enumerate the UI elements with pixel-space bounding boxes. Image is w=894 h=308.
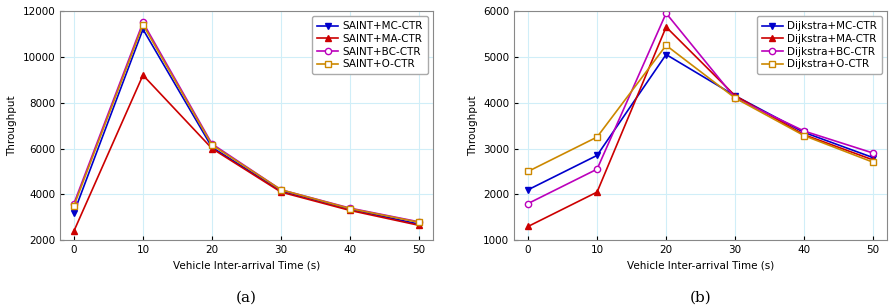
Line: SAINT+O-CTR: SAINT+O-CTR	[71, 22, 422, 225]
Dijkstra+BC-CTR	[661, 11, 671, 15]
Legend: SAINT+MC-CTR, SAINT+MA-CTR, SAINT+BC-CTR, SAINT+O-CTR: SAINT+MC-CTR, SAINT+MA-CTR, SAINT+BC-CTR…	[312, 16, 427, 74]
Dijkstra+O-CTR	[661, 43, 671, 47]
SAINT+MC-CTR	[345, 207, 356, 211]
Line: SAINT+BC-CTR: SAINT+BC-CTR	[71, 19, 422, 225]
SAINT+BC-CTR	[138, 21, 148, 24]
SAINT+BC-CTR	[345, 206, 356, 210]
SAINT+O-CTR	[275, 188, 286, 192]
Dijkstra+MA-CTR	[799, 133, 810, 137]
SAINT+MA-CTR	[138, 73, 148, 77]
SAINT+O-CTR	[345, 207, 356, 210]
Dijkstra+MC-CTR	[592, 154, 603, 157]
Line: Dijkstra+MC-CTR: Dijkstra+MC-CTR	[525, 51, 876, 193]
SAINT+O-CTR	[138, 23, 148, 26]
Y-axis label: Throughput: Throughput	[468, 95, 477, 156]
SAINT+BC-CTR	[414, 220, 425, 224]
Dijkstra+O-CTR	[592, 135, 603, 139]
Line: SAINT+MA-CTR: SAINT+MA-CTR	[71, 72, 422, 234]
SAINT+BC-CTR	[275, 188, 286, 192]
Y-axis label: Throughput: Throughput	[7, 95, 17, 156]
SAINT+MC-CTR	[138, 27, 148, 31]
X-axis label: Vehicle Inter-arrival Time (s): Vehicle Inter-arrival Time (s)	[627, 261, 774, 271]
Dijkstra+MC-CTR	[661, 53, 671, 56]
Line: SAINT+MC-CTR: SAINT+MC-CTR	[71, 26, 422, 227]
X-axis label: Vehicle Inter-arrival Time (s): Vehicle Inter-arrival Time (s)	[173, 261, 320, 271]
Dijkstra+MA-CTR	[523, 225, 534, 228]
Dijkstra+BC-CTR	[799, 129, 810, 133]
Line: Dijkstra+O-CTR: Dijkstra+O-CTR	[525, 42, 876, 175]
Dijkstra+O-CTR	[730, 96, 740, 100]
Dijkstra+O-CTR	[799, 134, 810, 138]
SAINT+O-CTR	[414, 221, 425, 224]
SAINT+MA-CTR	[69, 229, 80, 233]
Dijkstra+MC-CTR	[730, 94, 740, 98]
Dijkstra+MA-CTR	[730, 94, 740, 98]
Dijkstra+MA-CTR	[868, 158, 879, 162]
SAINT+MC-CTR	[414, 222, 425, 226]
Dijkstra+MC-CTR	[523, 188, 534, 192]
Text: (b): (b)	[690, 291, 712, 305]
SAINT+MC-CTR	[69, 211, 80, 215]
SAINT+BC-CTR	[207, 142, 217, 146]
SAINT+MC-CTR	[207, 145, 217, 149]
Dijkstra+O-CTR	[868, 160, 879, 164]
Dijkstra+BC-CTR	[523, 202, 534, 205]
Legend: Dijkstra+MC-CTR, Dijkstra+MA-CTR, Dijkstra+BC-CTR, Dijkstra+O-CTR: Dijkstra+MC-CTR, Dijkstra+MA-CTR, Dijkst…	[756, 16, 881, 74]
Dijkstra+O-CTR	[523, 170, 534, 173]
SAINT+MA-CTR	[207, 147, 217, 150]
Dijkstra+MC-CTR	[868, 156, 879, 160]
Text: (a): (a)	[236, 291, 257, 305]
Line: Dijkstra+MA-CTR: Dijkstra+MA-CTR	[525, 24, 876, 229]
SAINT+O-CTR	[207, 143, 217, 147]
SAINT+MA-CTR	[345, 209, 356, 212]
SAINT+MA-CTR	[414, 224, 425, 227]
Dijkstra+BC-CTR	[868, 151, 879, 155]
SAINT+MC-CTR	[275, 189, 286, 193]
Line: Dijkstra+BC-CTR: Dijkstra+BC-CTR	[525, 10, 876, 207]
Dijkstra+MC-CTR	[799, 131, 810, 134]
Dijkstra+BC-CTR	[592, 167, 603, 171]
Dijkstra+BC-CTR	[730, 96, 740, 100]
Dijkstra+MA-CTR	[592, 190, 603, 194]
SAINT+BC-CTR	[69, 202, 80, 205]
SAINT+O-CTR	[69, 204, 80, 208]
Dijkstra+MA-CTR	[661, 25, 671, 29]
SAINT+MA-CTR	[275, 190, 286, 194]
